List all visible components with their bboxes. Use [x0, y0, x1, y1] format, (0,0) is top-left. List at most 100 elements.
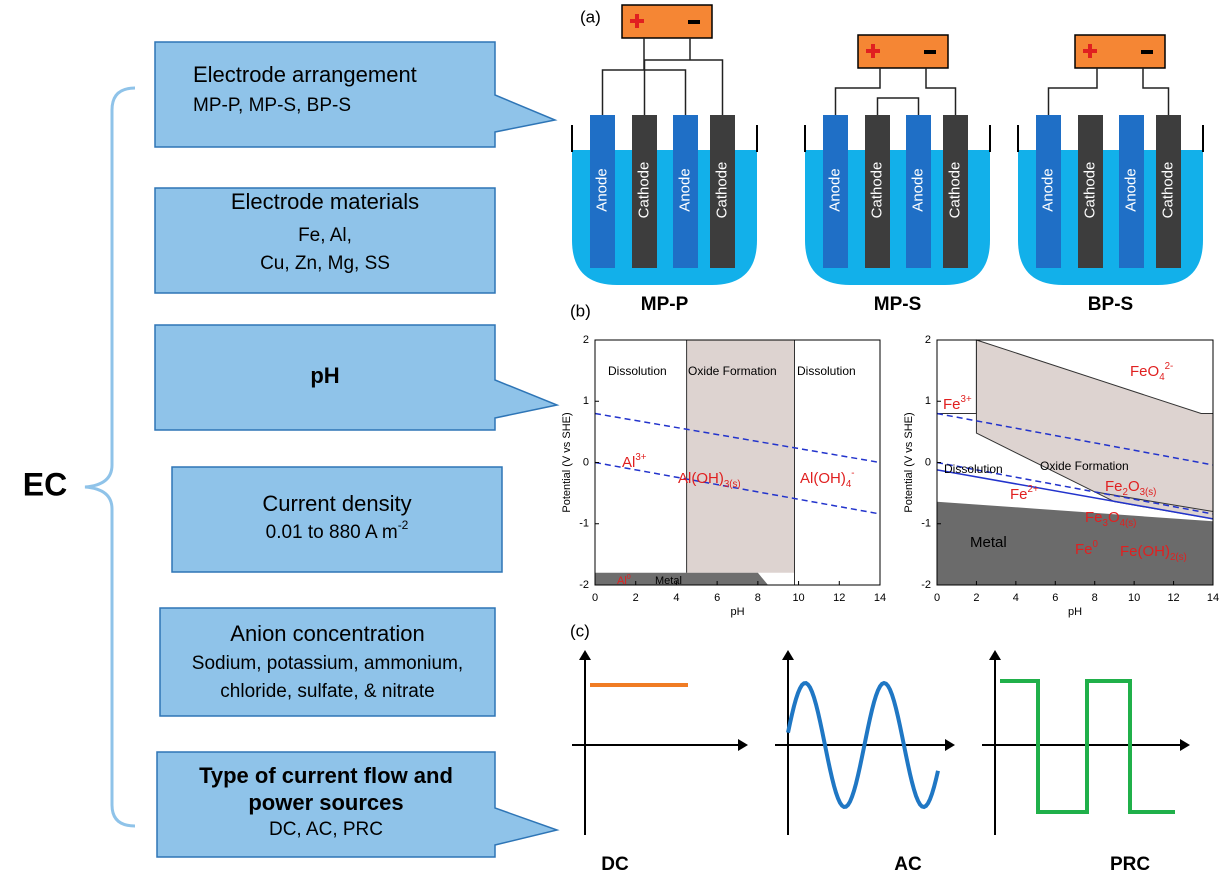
arrowhead: [579, 650, 591, 660]
box-title: power sources: [248, 790, 403, 815]
x-tick-label: 14: [874, 592, 886, 604]
y-axis-title: Potential (V vs SHE): [903, 412, 915, 512]
x-tick-label: 8: [1092, 592, 1098, 604]
electrode-label: Anode: [1122, 168, 1139, 211]
minus: [1141, 50, 1153, 54]
y-tick-label: 2: [925, 334, 931, 346]
y-axis-title: Potential (V vs SHE): [561, 412, 573, 512]
label-part: Dissolution: [797, 364, 856, 378]
y-tick-label: -1: [921, 518, 931, 530]
label-part: Fe: [1085, 509, 1103, 526]
box-line: Sodium, potassium, ammonium,: [192, 653, 463, 674]
wire: [926, 68, 956, 115]
box-line: chloride, sulfate, & nitrate: [220, 681, 434, 702]
x-axis-title: pH: [730, 606, 744, 618]
arrowhead: [738, 739, 748, 751]
y-tick-label: -1: [579, 518, 589, 530]
label-part: Oxide Formation: [688, 364, 777, 378]
wire: [836, 68, 881, 115]
subscript: 2(s): [1170, 552, 1187, 563]
box-line: 0.01 to 880 A m-2: [266, 518, 409, 543]
panel-label: (c): [570, 621, 590, 640]
arrowhead: [782, 650, 794, 660]
label-part: Fe: [1105, 478, 1123, 495]
box-title: Type of current flow and: [199, 763, 453, 788]
x-tick-label: 4: [673, 592, 679, 604]
cell-label: MP-P: [641, 294, 689, 315]
y-tick-label: 0: [583, 456, 589, 468]
arrowhead: [1180, 739, 1190, 751]
label-part: Al: [622, 454, 635, 471]
plus-v: [635, 14, 639, 28]
superscript: 0: [1093, 539, 1099, 550]
y-tick-label: -2: [579, 579, 589, 591]
x-tick-label: 4: [1013, 592, 1019, 604]
plus-v: [1088, 44, 1092, 58]
label-part: Fe: [1075, 541, 1093, 558]
subscript: 4: [846, 479, 852, 490]
x-tick-label: 12: [1167, 592, 1179, 604]
superscript: 3+: [635, 452, 646, 463]
callout-box: [155, 325, 557, 430]
label-part: Al: [617, 575, 627, 587]
box-title: Anion concentration: [230, 621, 424, 646]
subscript: 4: [1159, 372, 1165, 383]
y-tick-label: -2: [921, 579, 931, 591]
waveform-label: AC: [894, 854, 922, 875]
box-line: Cu, Zn, Mg, SS: [260, 253, 390, 274]
label-part: Dissolution: [608, 364, 667, 378]
y-tick-label: 2: [583, 334, 589, 346]
region-label: Oxide Formation: [688, 364, 777, 378]
wire: [878, 98, 919, 115]
region-label: Metal: [655, 575, 682, 587]
x-tick-label: 2: [633, 592, 639, 604]
subscript: 4(s): [1120, 518, 1137, 529]
x-tick-label: 8: [755, 592, 761, 604]
electrode-label: Anode: [1039, 168, 1056, 211]
electrode-label: Cathode: [713, 162, 730, 219]
x-tick-label: 0: [934, 592, 940, 604]
electrode-label: Cathode: [1081, 162, 1098, 219]
electrode-label: Anode: [593, 168, 610, 211]
label-part: Oxide Formation: [1040, 459, 1129, 473]
x-tick-label: 2: [973, 592, 979, 604]
cell-label: BP-S: [1088, 294, 1133, 315]
x-tick-label: 12: [833, 592, 845, 604]
box-title: Current density: [262, 491, 411, 516]
superscript: 3+: [961, 394, 972, 405]
wire: [1143, 68, 1169, 115]
x-tick-label: 6: [1052, 592, 1058, 604]
waveform-label: PRC: [1110, 854, 1150, 875]
region-label: Dissolution: [797, 364, 856, 378]
figure: EC (a) (b) (c) Electrode arrangementMP-P…: [0, 0, 1227, 878]
y-tick-label: 1: [583, 395, 589, 407]
y-tick-label: 0: [925, 456, 931, 468]
label-part: FeO: [1130, 363, 1159, 380]
superscript: -: [851, 468, 854, 479]
panel-label: (b): [570, 301, 591, 320]
box-title: pH: [310, 363, 339, 388]
electrode-label: Cathode: [635, 162, 652, 219]
wire: [1049, 68, 1098, 115]
ec-label: EC: [23, 466, 67, 502]
x-axis-title: pH: [1068, 606, 1082, 618]
cell-label: MP-S: [874, 294, 922, 315]
subscript: 3(s): [724, 479, 741, 490]
brace: [85, 88, 135, 826]
label-part: Fe: [943, 396, 961, 413]
line-text: 0.01 to 880 A m: [266, 522, 398, 543]
minus: [688, 20, 700, 24]
region-label: Dissolution: [608, 364, 667, 378]
box-title: Electrode materials: [231, 189, 419, 214]
label-part: Dissolution: [944, 462, 1003, 476]
label-part: O: [1108, 509, 1120, 526]
panel-label: (a): [580, 7, 601, 26]
superscript: 2-: [1165, 361, 1174, 372]
subscript: 3(s): [1140, 487, 1157, 498]
region-label: Oxide Formation: [1040, 459, 1129, 473]
arrowhead: [945, 739, 955, 751]
region-label: Metal: [970, 534, 1007, 551]
label-part: Metal: [655, 575, 682, 587]
waveform: [1000, 681, 1175, 812]
x-tick-label: 6: [714, 592, 720, 604]
